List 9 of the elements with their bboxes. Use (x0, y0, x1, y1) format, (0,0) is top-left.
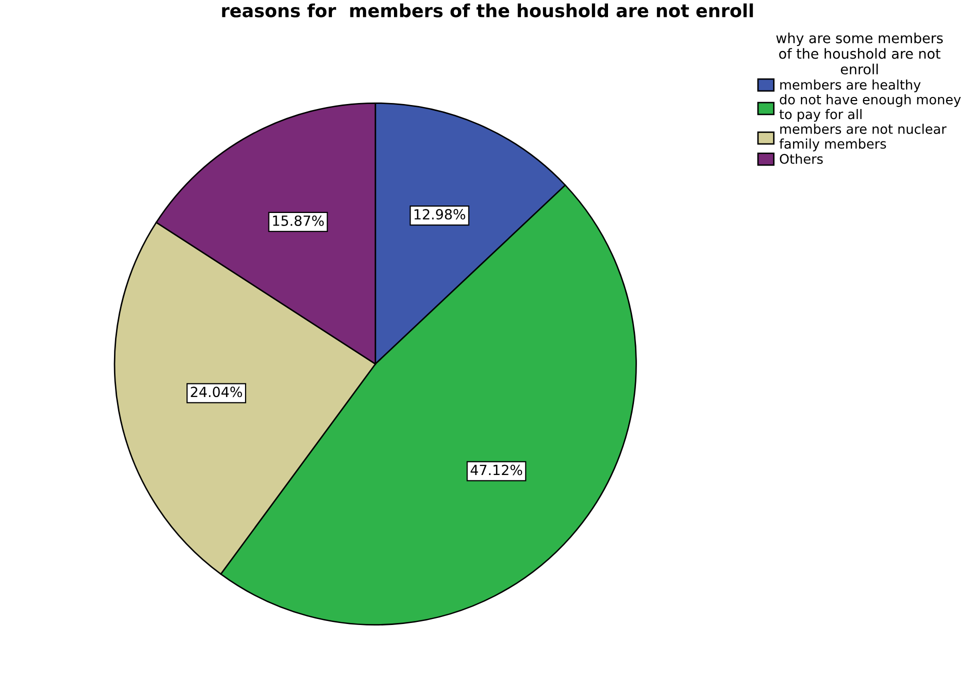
data-label: 12.98% (414, 209, 466, 220)
legend-label: members are not nuclear family members (779, 124, 947, 152)
data-label: 15.87% (273, 215, 324, 226)
data-label: 47.12% (470, 464, 522, 476)
legend-label: Others (780, 154, 823, 164)
legend-title: why are some members of the houshold are not enroll (776, 32, 943, 74)
chart-title: reasons for members of the houshold are not enroll (222, 3, 753, 18)
data-label: 24.04% (190, 386, 242, 398)
legend-label: members are healthy (780, 80, 921, 92)
